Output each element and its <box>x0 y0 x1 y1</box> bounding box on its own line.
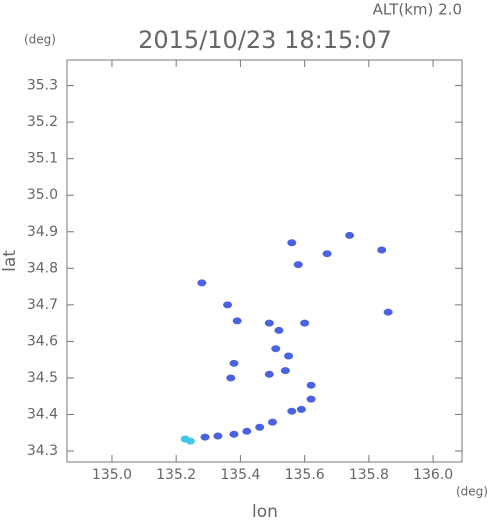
y-unit: (deg) <box>24 33 56 47</box>
echo-point <box>322 250 332 258</box>
echo-point <box>232 317 242 325</box>
echo-point <box>287 239 297 247</box>
subtitle: ALT(km) 2.0 <box>373 1 462 19</box>
echo-point <box>296 405 306 413</box>
chart-title: 2015/10/23 18:15:07 <box>138 26 392 54</box>
echo-point <box>213 432 223 440</box>
x-axis-label: lon <box>252 502 278 521</box>
echo-point <box>383 308 393 316</box>
echo-point <box>255 423 265 431</box>
echo-point <box>185 437 195 445</box>
echo-point <box>377 246 387 254</box>
y-tick-label: 34.4 <box>27 406 58 422</box>
x-tick-label: 135.4 <box>220 467 260 483</box>
echo-point <box>268 418 278 426</box>
y-tick-label: 34.6 <box>27 333 58 349</box>
echo-point <box>306 395 316 403</box>
y-tick-label: 34.8 <box>27 260 58 276</box>
x-unit: (deg) <box>456 485 488 499</box>
echo-point <box>306 381 316 389</box>
y-tick-label: 34.3 <box>27 443 58 459</box>
echo-point <box>229 359 239 367</box>
echo-point <box>264 370 274 378</box>
y-tick-label: 34.5 <box>27 370 58 386</box>
x-tick-label: 135.6 <box>285 467 325 483</box>
x-tick-label: 136.0 <box>413 467 453 483</box>
echo-point <box>197 279 207 287</box>
echo-point <box>284 352 294 360</box>
echo-point <box>280 367 290 375</box>
x-tick-label: 135.2 <box>156 467 196 483</box>
echo-point <box>229 430 239 438</box>
y-tick-label: 35.1 <box>27 151 58 167</box>
x-tick-label: 135.8 <box>349 467 389 483</box>
echo-point <box>274 326 284 334</box>
echo-point <box>287 407 297 415</box>
y-tick-label: 35.2 <box>27 114 58 130</box>
x-tick-label: 135.0 <box>92 467 132 483</box>
echo-point <box>223 301 233 309</box>
echo-point <box>200 433 210 441</box>
echo-point <box>264 319 274 327</box>
echo-point <box>226 374 236 382</box>
echo-point <box>300 319 310 327</box>
echo-point <box>345 231 355 239</box>
y-axis-label: lat <box>0 250 20 272</box>
echo-point <box>271 345 281 353</box>
echo-point <box>293 261 303 269</box>
y-tick-label: 34.9 <box>27 224 58 240</box>
y-tick-label: 35.3 <box>27 78 58 94</box>
y-tick-label: 35.0 <box>27 187 58 203</box>
y-tick-label: 34.7 <box>27 297 58 313</box>
echo-point <box>242 427 252 435</box>
plot-frame <box>66 59 463 463</box>
